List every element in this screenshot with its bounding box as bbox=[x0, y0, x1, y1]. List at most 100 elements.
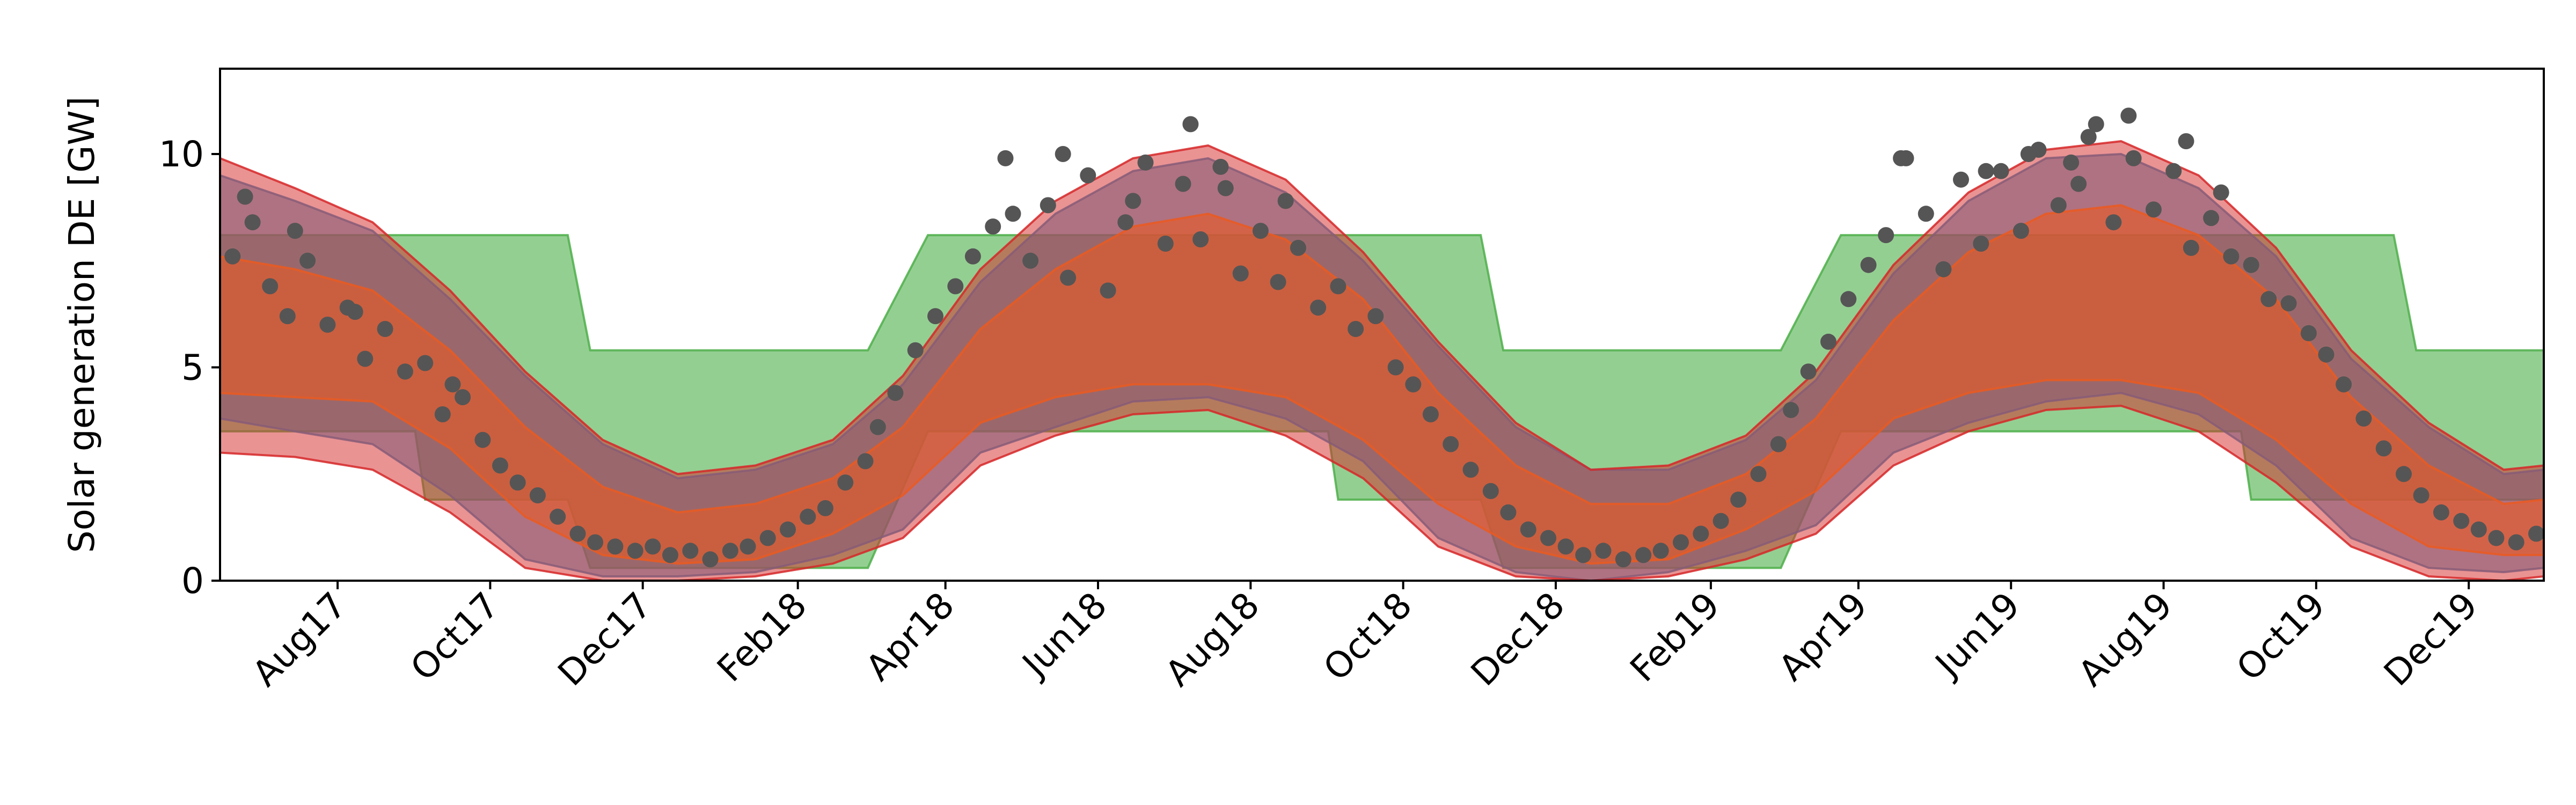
observed-point bbox=[964, 248, 981, 265]
observed-point bbox=[492, 457, 508, 474]
observed-point bbox=[1157, 236, 1174, 252]
observed-point bbox=[1595, 543, 1612, 559]
observed-point bbox=[299, 252, 316, 269]
observed-point bbox=[2088, 116, 2104, 133]
observed-point bbox=[1800, 363, 1817, 380]
observed-point bbox=[1290, 239, 1306, 256]
red-band bbox=[220, 140, 2544, 581]
observed-point bbox=[1022, 252, 1039, 269]
observed-point bbox=[2063, 154, 2080, 171]
x-tick-label: Dec18 bbox=[1463, 584, 1572, 694]
observed-point bbox=[1978, 163, 1994, 179]
observed-point bbox=[740, 538, 756, 555]
observed-point bbox=[2243, 257, 2259, 273]
observed-point bbox=[509, 474, 526, 491]
observed-point bbox=[1080, 167, 1096, 184]
observed-point bbox=[817, 500, 833, 516]
observed-point bbox=[1117, 214, 1134, 231]
observed-point bbox=[1040, 197, 1056, 214]
observed-point bbox=[2528, 525, 2544, 542]
observed-point bbox=[1387, 359, 1404, 376]
x-tick-label: Jun18 bbox=[1013, 584, 1115, 686]
observed-point bbox=[2120, 107, 2137, 124]
observed-point bbox=[2396, 466, 2412, 482]
x-tick-label: Aug18 bbox=[1158, 584, 1268, 694]
observed-point bbox=[2165, 163, 2182, 179]
observed-point bbox=[1405, 376, 1422, 393]
observed-point bbox=[347, 304, 363, 320]
observed-point bbox=[2105, 214, 2122, 231]
x-tick-label: Feb18 bbox=[709, 584, 815, 690]
observed-point bbox=[1730, 492, 1747, 508]
observed-point bbox=[319, 317, 336, 333]
observed-point bbox=[869, 419, 886, 435]
observed-point bbox=[1860, 257, 1877, 273]
observed-point bbox=[2508, 534, 2524, 551]
observed-point bbox=[2300, 325, 2317, 341]
plot-frame bbox=[219, 68, 2545, 582]
observed-point bbox=[607, 538, 624, 555]
observed-point bbox=[2433, 504, 2449, 521]
observed-point bbox=[1770, 436, 1787, 452]
observed-point bbox=[1878, 227, 1894, 244]
observed-point bbox=[1270, 274, 1286, 290]
observed-point bbox=[2336, 376, 2352, 393]
observed-points bbox=[224, 107, 2544, 568]
observed-point bbox=[2413, 487, 2429, 503]
y-axis-label: Solar generation DE [GW] bbox=[61, 97, 103, 553]
observed-point bbox=[2145, 201, 2162, 218]
observed-point bbox=[1310, 299, 1327, 316]
observed-point bbox=[1635, 547, 1652, 564]
observed-point bbox=[2223, 248, 2240, 265]
observed-point bbox=[1750, 466, 1767, 482]
observed-point bbox=[2260, 291, 2277, 308]
observed-point bbox=[997, 150, 1014, 166]
observed-point bbox=[1217, 180, 1234, 196]
observed-point bbox=[455, 389, 471, 406]
observed-point bbox=[1520, 521, 1536, 538]
observed-point bbox=[1422, 406, 1439, 422]
observed-point bbox=[662, 547, 678, 564]
observed-point bbox=[1252, 223, 1269, 239]
observed-point bbox=[569, 525, 586, 542]
observed-point bbox=[947, 278, 964, 295]
observed-point bbox=[1367, 308, 1384, 325]
observed-point bbox=[682, 543, 699, 559]
observed-point bbox=[722, 543, 738, 559]
observed-point bbox=[1615, 551, 1631, 568]
observed-point bbox=[1482, 483, 1499, 499]
observed-point bbox=[262, 278, 279, 295]
observed-point bbox=[1348, 321, 1364, 337]
observed-point bbox=[1500, 504, 1517, 521]
observed-point bbox=[1540, 530, 1556, 546]
x-axis: Aug17 Oct17 Dec17 Feb18 Apr18 Jun18 Aug18 Oct18… bbox=[244, 581, 2486, 694]
observed-point bbox=[357, 350, 374, 367]
observed-point bbox=[2355, 410, 2372, 427]
observed-point bbox=[1055, 146, 1071, 162]
observed-point bbox=[287, 223, 303, 239]
observed-point bbox=[1652, 543, 1669, 559]
observed-point bbox=[1993, 163, 2009, 179]
observed-point bbox=[550, 508, 566, 525]
observed-point bbox=[2203, 210, 2220, 226]
observed-point bbox=[444, 376, 461, 393]
observed-point bbox=[529, 487, 546, 503]
observed-point bbox=[702, 551, 719, 568]
observed-point bbox=[1820, 333, 1836, 350]
observed-point bbox=[2488, 530, 2505, 546]
observed-point bbox=[2020, 146, 2037, 162]
observed-point bbox=[1935, 261, 1952, 277]
observed-point bbox=[800, 508, 816, 525]
y-tick-label: 10 bbox=[159, 134, 204, 175]
observed-point bbox=[1840, 291, 1857, 308]
observed-point bbox=[1783, 402, 1799, 418]
observed-point bbox=[237, 188, 253, 205]
observed-point bbox=[1125, 193, 1141, 209]
observed-point bbox=[985, 218, 1001, 235]
observed-point bbox=[1557, 538, 1574, 555]
observed-point bbox=[759, 530, 776, 546]
observed-point bbox=[780, 521, 796, 538]
observed-point bbox=[907, 342, 924, 358]
observed-point bbox=[1330, 278, 1346, 295]
